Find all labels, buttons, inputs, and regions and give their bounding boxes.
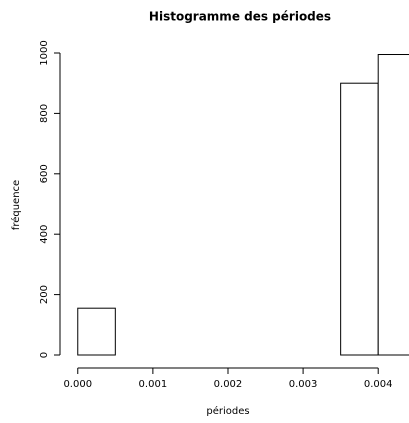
y-tick-label: 600	[39, 164, 50, 183]
y-axis-title: fréquence	[10, 180, 22, 230]
x-tick-label: 0.003	[289, 379, 318, 390]
y-tick-label: 800	[39, 104, 50, 123]
bar	[340, 82, 379, 356]
x-tick-label: 0.001	[139, 379, 168, 390]
y-tick-label: 0	[39, 352, 50, 358]
chart-title: Histogramme des périodes	[149, 10, 331, 24]
x-tick-label: 0.002	[214, 379, 243, 390]
x-axis-title: périodes	[206, 405, 249, 417]
y-tick-label: 1000	[39, 40, 50, 65]
y-tick-label: 200	[39, 285, 50, 304]
x-tick-label: 0.000	[63, 379, 92, 390]
bar	[77, 307, 116, 356]
bar	[377, 54, 409, 356]
y-tick-label: 400	[39, 225, 50, 244]
x-tick-label: 0.004	[364, 379, 393, 390]
